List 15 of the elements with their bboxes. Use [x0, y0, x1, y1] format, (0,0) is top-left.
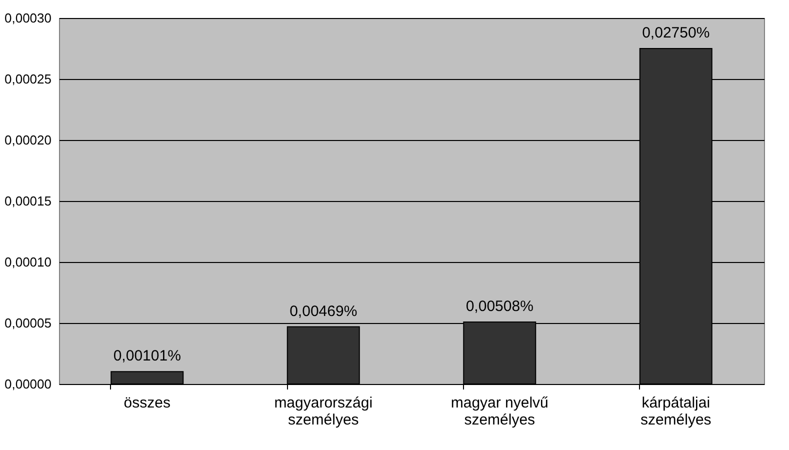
y-tick-label: 0,00020 — [4, 132, 52, 148]
y-tick-label: 0,00000 — [4, 376, 52, 392]
y-tick-label: 0,00030 — [4, 10, 52, 26]
data-label: 0,00508% — [466, 298, 534, 316]
y-tick-label: 0,00010 — [4, 254, 52, 270]
data-label: 0,00101% — [113, 348, 181, 365]
data-label: 0,00469% — [290, 302, 358, 320]
x-tick-label: kárpátaljai személyes — [640, 394, 712, 428]
y-tick-label: 0,00015 — [4, 194, 52, 208]
x-tick-label: magyar nyelvű személyes — [450, 394, 548, 428]
data-label: 0,02750% — [642, 24, 710, 42]
y-tick-label: 0,00005 — [4, 316, 52, 330]
x-tick-label: összes — [124, 394, 170, 412]
y-tick-label: 0,00025 — [4, 72, 52, 86]
x-tick-label: magyarországi személyes — [274, 394, 373, 428]
